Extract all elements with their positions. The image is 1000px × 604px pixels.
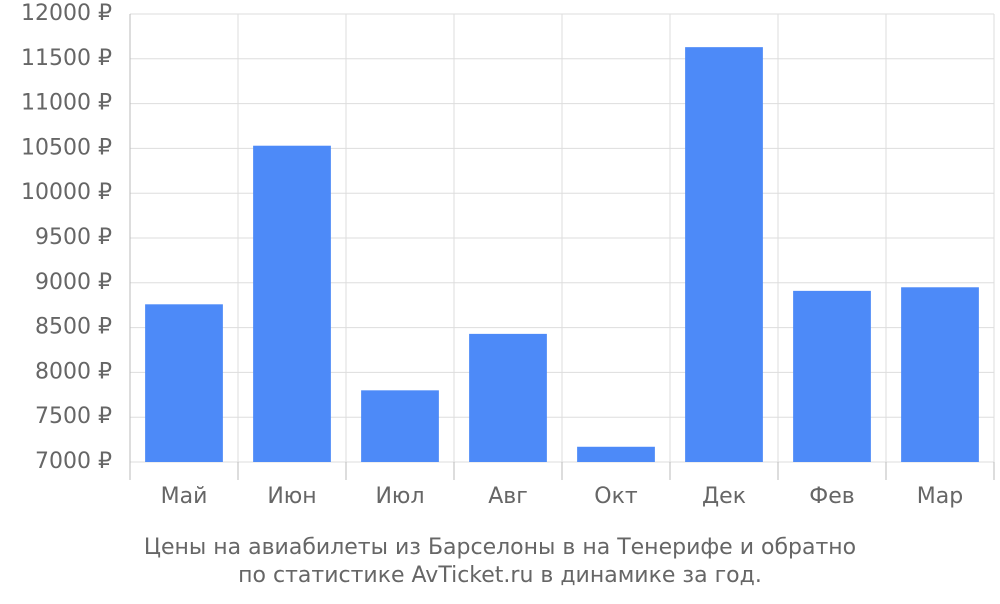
- bar: [145, 304, 223, 462]
- y-tick-label: 11500 ₽: [21, 46, 112, 71]
- y-tick-label: 9000 ₽: [35, 270, 112, 295]
- x-tick-label: Окт: [594, 484, 638, 509]
- y-tick-label: 9500 ₽: [35, 225, 112, 250]
- x-tick-label: Июл: [375, 484, 424, 509]
- bar: [253, 145, 331, 462]
- bar: [901, 287, 979, 462]
- y-tick-label: 7500 ₽: [35, 404, 112, 429]
- y-tick-label: 8500 ₽: [35, 315, 112, 340]
- x-tick-label: Дек: [702, 484, 746, 509]
- x-tick-label: Фев: [809, 484, 854, 509]
- y-tick-label: 10000 ₽: [21, 180, 112, 205]
- x-tick-label: Мар: [917, 484, 963, 509]
- y-tick-label: 8000 ₽: [35, 359, 112, 384]
- bar: [793, 290, 871, 462]
- y-tick-label: 12000 ₽: [21, 1, 112, 26]
- bar: [361, 390, 439, 462]
- bar: [577, 446, 655, 462]
- x-tick-label: Май: [161, 484, 208, 509]
- chart-caption: Цены на авиабилеты из Барселоны в на Тен…: [144, 535, 856, 560]
- y-tick-label: 11000 ₽: [21, 91, 112, 116]
- x-tick-label: Июн: [267, 484, 316, 509]
- bar: [685, 47, 763, 462]
- y-tick-label: 10500 ₽: [21, 135, 112, 160]
- bar: [469, 333, 547, 462]
- chart-caption: по статистике AvTicket.ru в динамике за …: [238, 563, 762, 588]
- y-tick-label: 7000 ₽: [35, 449, 112, 474]
- x-tick-label: Авг: [488, 484, 528, 509]
